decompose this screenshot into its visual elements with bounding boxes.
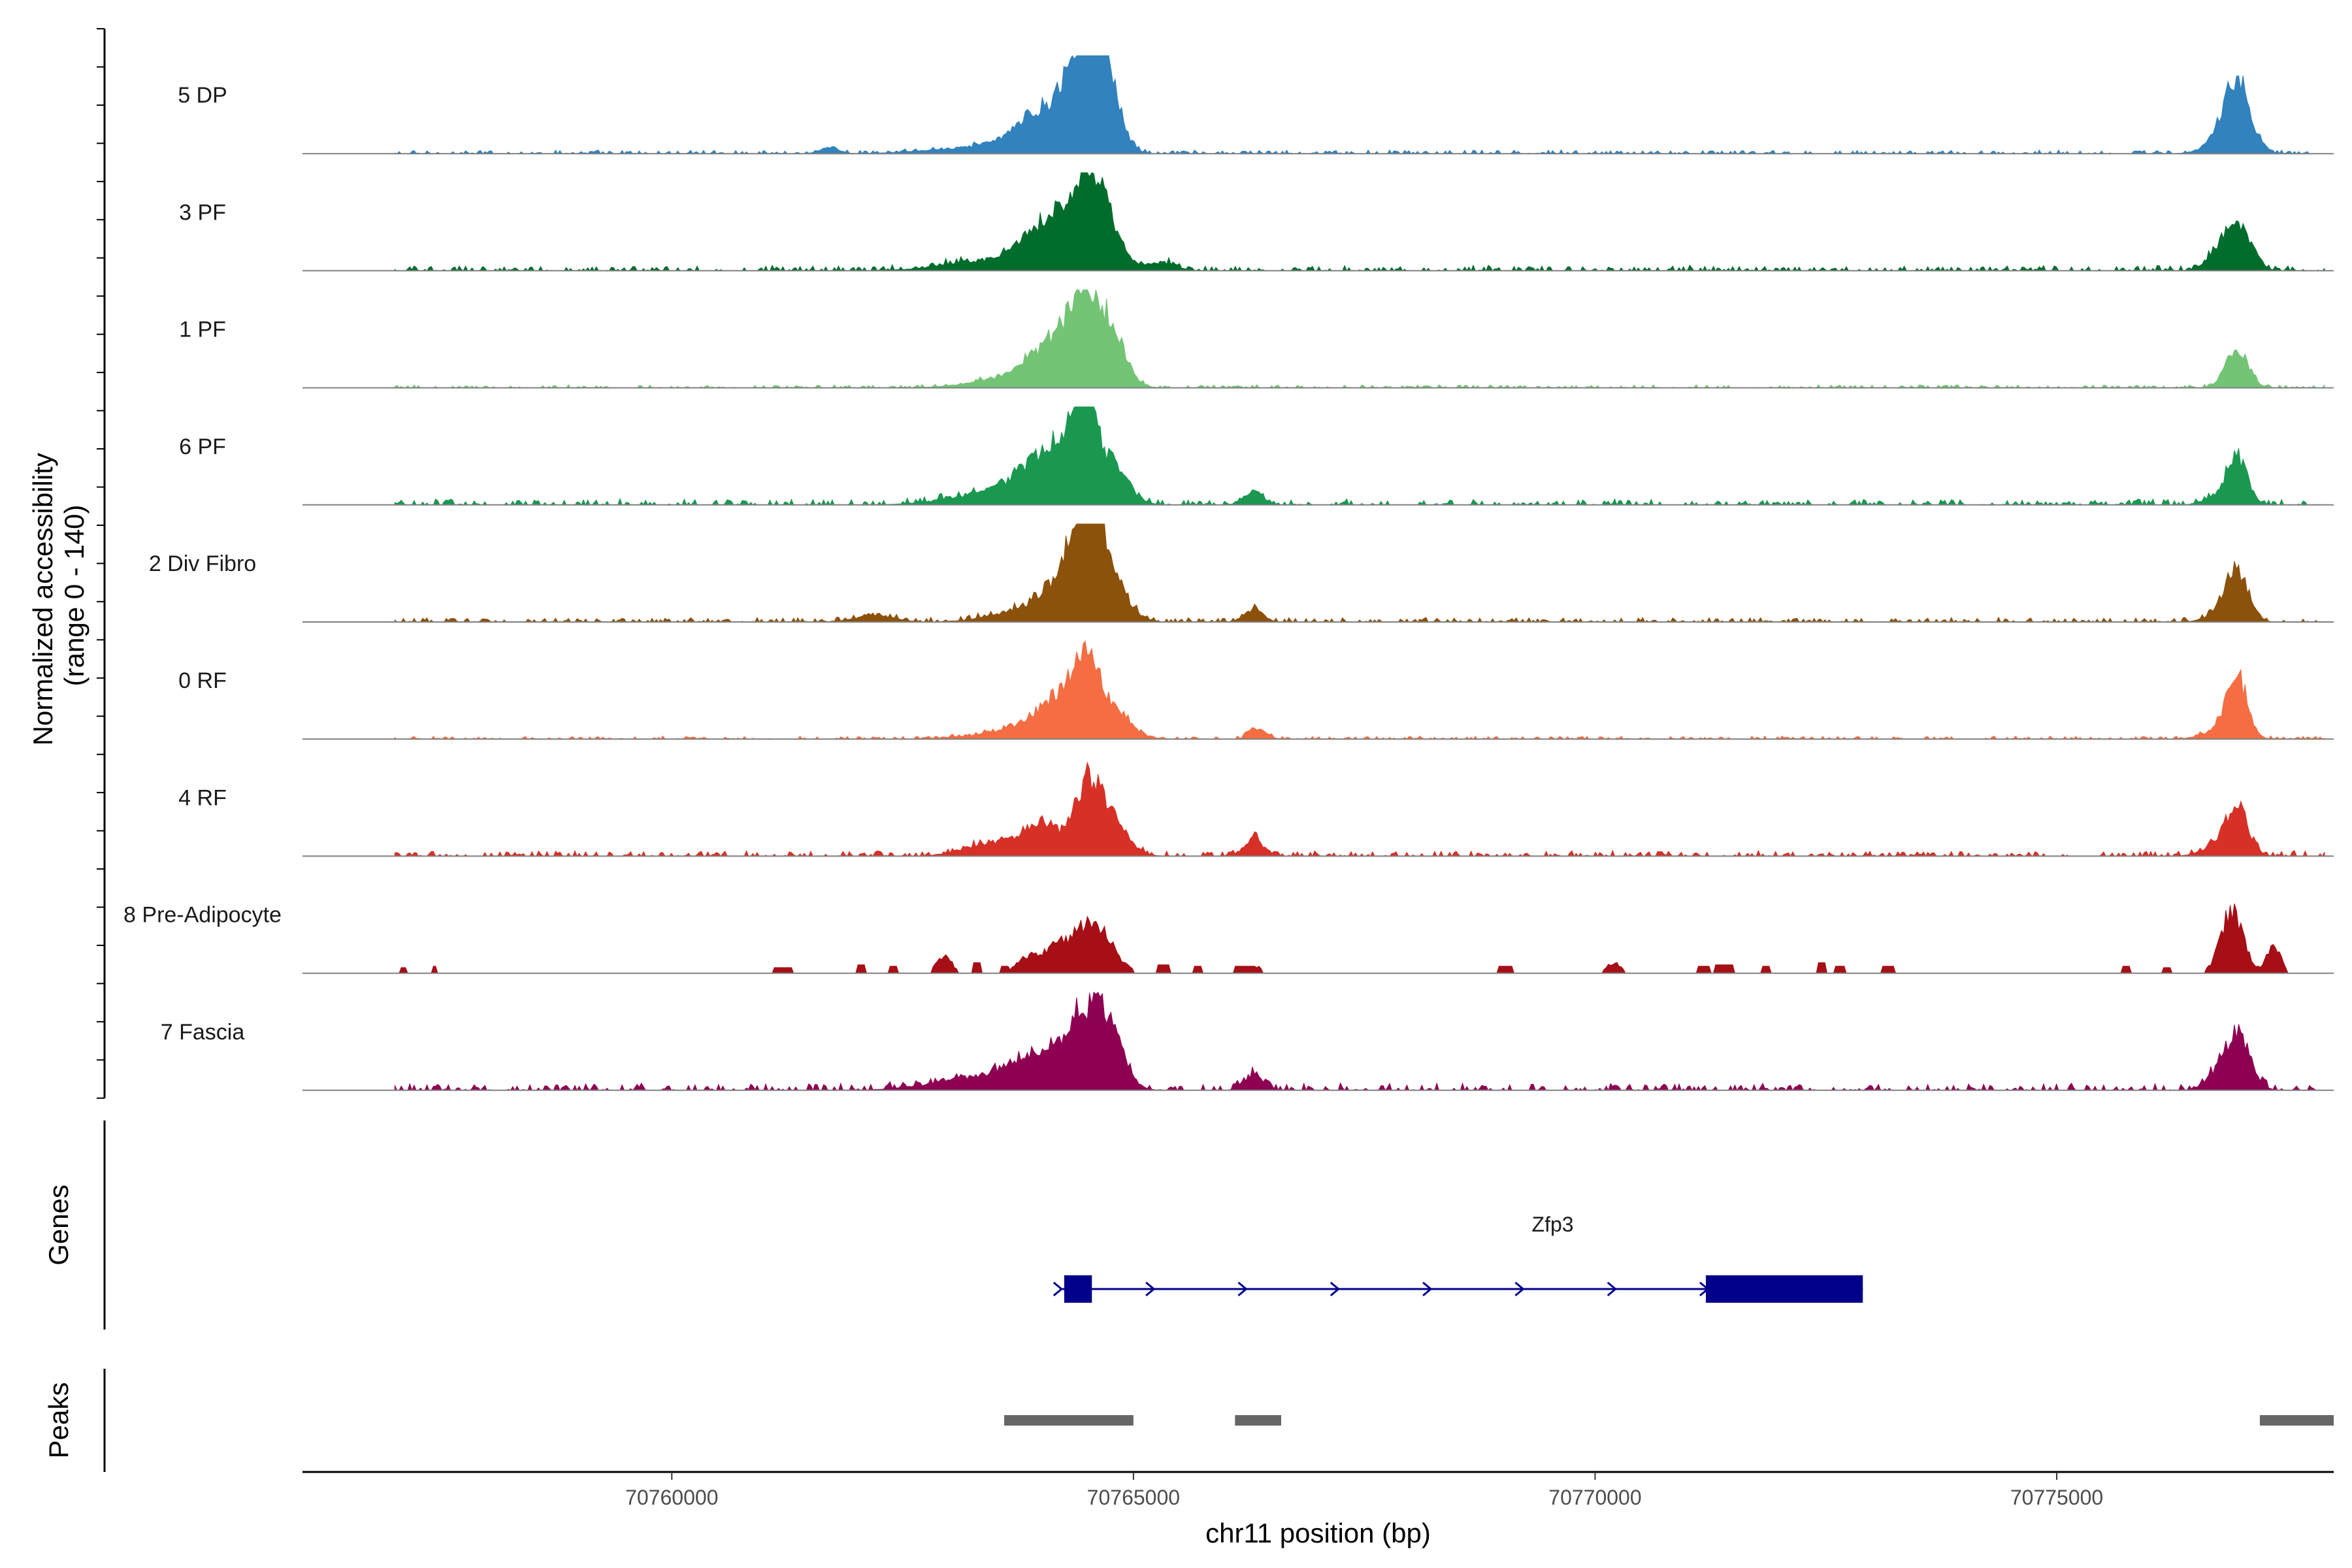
track-2-div-fibro: 2 Div Fibro: [149, 523, 2334, 623]
x-tick-label: 70775000: [2010, 1486, 2103, 1509]
accessibility-tracks: 5 DP 3 PF 1 PF 6 PF 2 Div Fibro 0 RF 4 RF 8 Pre…: [123, 55, 2334, 1092]
track-label-0: 5 DP: [178, 83, 227, 108]
strand-arrow: [1422, 1281, 1433, 1297]
track-0-rf: 0 RF: [178, 640, 2334, 740]
track-8-pre-adipocyte: 8 Pre-Adipocyte: [123, 903, 2334, 974]
strand-arrow: [1514, 1281, 1525, 1297]
gene-exon: [1064, 1275, 1092, 1303]
track-area-6: [394, 761, 2325, 857]
y-axis-label-line2: (range 0 - 140): [59, 504, 90, 686]
x-axis-label: chr11 position (bp): [1205, 1518, 1431, 1548]
track-7-fascia: 7 Fascia: [161, 991, 2334, 1092]
y-axis-label-line1: Normalized accessibility: [27, 453, 58, 745]
track-label-3: 6 PF: [179, 434, 226, 459]
strand-arrow: [1330, 1281, 1341, 1297]
track-area-2: [394, 289, 2325, 389]
track-label-2: 1 PF: [179, 318, 226, 342]
peaks-track: [1004, 1415, 2334, 1426]
track-area-5: [394, 640, 2325, 740]
strand-arrow: [1053, 1281, 1064, 1297]
peak-bar: [2259, 1415, 2334, 1426]
peak-bar: [1004, 1415, 1134, 1426]
track-label-7: 8 Pre-Adipocyte: [123, 903, 282, 928]
track-5-dp: 5 DP: [178, 55, 2334, 155]
track-label-5: 0 RF: [178, 668, 227, 693]
track-area-1: [394, 172, 2325, 272]
gene-name-label: Zfp3: [1532, 1213, 1574, 1236]
strand-arrow: [1145, 1281, 1156, 1297]
track-4-rf: 4 RF: [178, 761, 2334, 857]
track-label-8: 7 Fascia: [161, 1020, 245, 1045]
x-tick-label: 70760000: [625, 1486, 718, 1509]
gene-exon: [1706, 1275, 1863, 1303]
strand-arrow: [1237, 1281, 1248, 1297]
track-label-4: 2 Div Fibro: [149, 551, 256, 576]
peaks-track-label: Peaks: [43, 1382, 74, 1459]
track-area-3: [394, 406, 2325, 506]
x-axis: 70760000 70765000 70770000 70775000: [302, 1471, 2334, 1509]
track-area-4: [394, 523, 2325, 623]
track-label-6: 4 RF: [178, 785, 227, 810]
track-area-0: [394, 55, 2325, 155]
strand-arrow: [1607, 1281, 1618, 1297]
genes-track-label: Genes: [43, 1184, 74, 1266]
track-1-pf: 1 PF: [179, 289, 2334, 389]
track-area-7: [395, 903, 2325, 974]
x-tick-label: 70770000: [1548, 1486, 1641, 1509]
y-axis-label: Normalized accessibility (range 0 - 140): [27, 445, 90, 745]
track-6-pf: 6 PF: [179, 406, 2334, 506]
track-area-8: [394, 991, 2325, 1092]
peak-bar: [1235, 1415, 1281, 1426]
left-axis-lines: [97, 28, 106, 1472]
x-tick-label: 70765000: [1087, 1486, 1180, 1509]
gene-track: Zfp3: [1053, 1213, 1863, 1303]
track-label-1: 3 PF: [179, 200, 226, 225]
track-3-pf: 3 PF: [179, 172, 2334, 272]
